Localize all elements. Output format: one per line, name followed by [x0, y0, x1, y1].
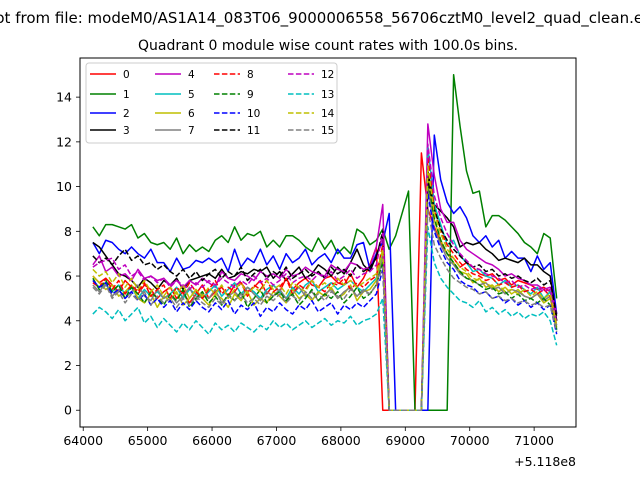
series-line-14 [92, 165, 558, 411]
legend-label-12: 12 [321, 69, 334, 81]
x-axis-offset-label: +5.118e8 [514, 454, 576, 469]
legend-label-1: 1 [123, 89, 130, 101]
legend-label-5: 5 [188, 89, 195, 101]
legend-label-0: 0 [123, 69, 130, 81]
y-axis: 0 2 4 6 8 10 12 14 [56, 90, 80, 418]
y-tick-label: 8 [64, 224, 72, 239]
y-tick-label: 10 [56, 179, 72, 194]
y-tick-label: 0 [64, 403, 72, 418]
y-tick-label: 12 [56, 134, 72, 149]
legend-label-4: 4 [188, 69, 195, 81]
series-line-13 [92, 226, 558, 411]
series-line-15 [92, 208, 558, 411]
legend-label-2: 2 [123, 108, 130, 120]
series-line-10 [92, 192, 558, 411]
legend-label-8: 8 [247, 69, 254, 81]
legend-label-15: 15 [321, 125, 334, 137]
x-tick-label: 64000 [63, 433, 103, 448]
series-line-12 [92, 143, 558, 411]
x-tick-label: 69000 [385, 433, 425, 448]
legend-label-10: 10 [247, 108, 260, 120]
y-tick-label: 2 [64, 358, 72, 373]
legend-label-3: 3 [123, 125, 130, 137]
y-tick-label: 4 [64, 313, 72, 328]
plot-area-frame [79, 57, 577, 428]
series-layer [92, 74, 558, 411]
x-axis: 64000 65000 66000 67000 68000 69000 70000 71000 [63, 427, 554, 448]
series-line-9 [92, 179, 558, 411]
legend-label-14: 14 [321, 108, 335, 120]
y-tick-label: 14 [56, 90, 72, 105]
legend-label-6: 6 [188, 108, 195, 120]
legend-label-11: 11 [247, 125, 260, 137]
series-line-1 [92, 74, 558, 411]
x-tick-label: 67000 [257, 433, 297, 448]
x-tick-label: 65000 [128, 433, 168, 448]
legend-label-13: 13 [321, 89, 334, 101]
x-tick-label: 68000 [321, 433, 361, 448]
series-line-4 [92, 123, 558, 411]
chart-title: Quadrant 0 module wise count rates with … [138, 38, 518, 54]
x-tick-label: 70000 [450, 433, 490, 448]
x-tick-label: 71000 [514, 433, 554, 448]
legend-label-9: 9 [247, 89, 254, 101]
chart-suptitle: Plot from file: modeM0/AS1A14_083T06_900… [0, 9, 640, 28]
y-tick-label: 6 [64, 269, 72, 284]
x-tick-label: 66000 [192, 433, 232, 448]
legend-label-7: 7 [188, 125, 195, 137]
legend-box [85, 62, 338, 144]
